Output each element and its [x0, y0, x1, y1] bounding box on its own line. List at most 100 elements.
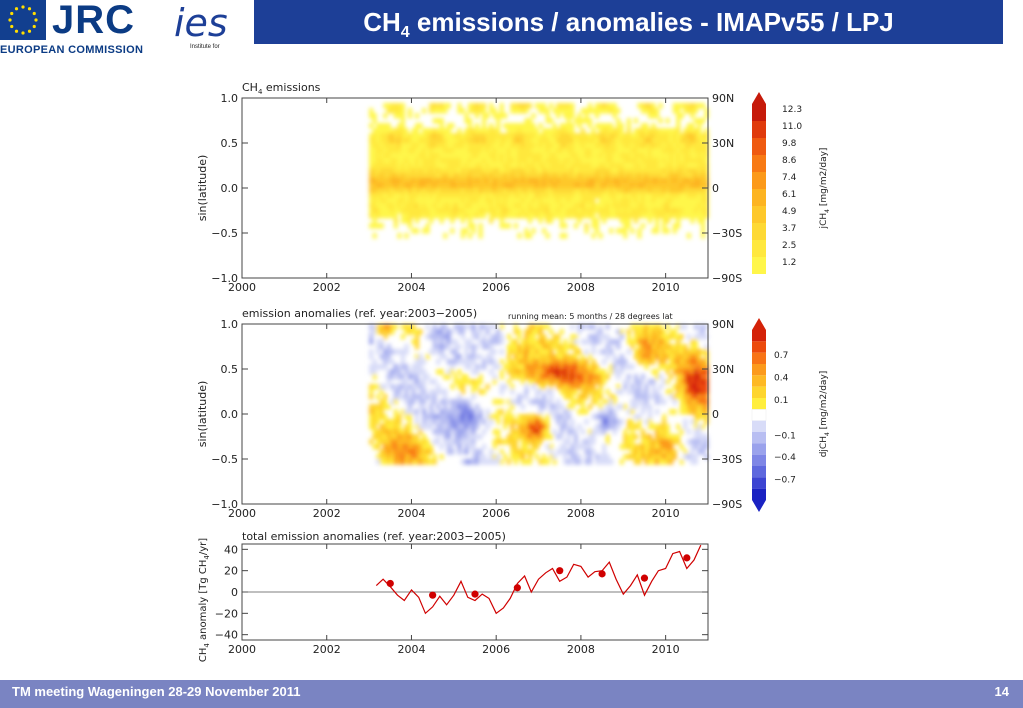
emission-cell	[563, 128, 568, 134]
emission-cell	[376, 173, 381, 179]
anomaly-cell	[422, 369, 427, 375]
emission-cell	[369, 178, 374, 184]
emission-cell	[422, 133, 427, 139]
emission-cell	[591, 208, 596, 214]
emission-cell	[397, 148, 402, 154]
emission-cell	[609, 198, 614, 204]
emission-cell	[460, 108, 466, 114]
anomaly-cell	[602, 334, 607, 340]
anomaly-cell	[633, 354, 638, 360]
emission-cell	[475, 153, 480, 159]
emission-cell	[662, 163, 667, 169]
anomaly-cell	[655, 324, 660, 330]
anomaly-cell	[584, 349, 589, 355]
anomaly-cell	[531, 419, 536, 425]
emission-cell	[450, 138, 455, 144]
emission-cell	[640, 143, 646, 149]
emission-cell	[580, 138, 586, 144]
anomaly-cell	[686, 454, 691, 460]
emission-cell	[429, 103, 434, 109]
anomaly-cell	[672, 399, 677, 405]
emission-cell	[556, 158, 561, 164]
anomaly-cell	[640, 454, 646, 460]
anomaly-cell	[524, 369, 529, 375]
anomaly-cell	[577, 349, 582, 355]
emission-cell	[453, 198, 458, 204]
anomaly-cell	[647, 459, 653, 465]
emission-cell	[475, 143, 480, 149]
anomaly-cell	[690, 419, 695, 425]
emission-cell	[676, 118, 681, 124]
anomaly-cell	[633, 334, 638, 340]
emission-cell	[478, 228, 483, 234]
emission-cell	[379, 198, 384, 204]
emission-cell	[573, 203, 578, 209]
emission-cell	[404, 203, 409, 209]
emission-cell	[686, 158, 691, 164]
anomaly-cell	[492, 339, 497, 345]
emission-cell	[552, 198, 557, 204]
emission-cell	[612, 108, 617, 114]
anomaly-cell	[393, 439, 398, 445]
emission-cell	[665, 198, 670, 204]
emission-cell	[439, 143, 444, 149]
emission-cell	[655, 108, 660, 114]
anomaly-cell	[549, 434, 554, 440]
anomaly-cell	[482, 389, 487, 395]
emission-cell	[679, 183, 684, 189]
anomaly-cell	[418, 359, 423, 365]
emission-cell	[556, 103, 561, 109]
emission-cell	[686, 148, 691, 154]
anomaly-cell	[475, 434, 480, 440]
emission-cell	[376, 133, 381, 139]
anomaly-cell	[647, 449, 653, 455]
anomaly-cell	[665, 324, 670, 330]
anomaly-cell	[492, 429, 497, 435]
emission-cell	[591, 148, 596, 154]
anomaly-cell	[570, 379, 575, 385]
emission-cell	[690, 128, 695, 134]
emission-cell	[669, 208, 674, 214]
anomaly-cell	[598, 389, 603, 395]
emission-cell	[623, 198, 628, 204]
emission-cell	[464, 128, 469, 134]
anomaly-cell	[584, 389, 589, 395]
emission-cell	[545, 118, 550, 124]
emission-cell	[453, 143, 458, 149]
emission-cell	[475, 138, 480, 144]
emission-cell	[520, 158, 526, 164]
anomaly-cell	[609, 364, 614, 370]
anomaly-cell	[379, 354, 384, 360]
anomaly-cell	[665, 389, 670, 395]
anomaly-cell	[655, 344, 660, 350]
anomaly-cell	[513, 339, 518, 345]
emission-cell	[436, 143, 441, 149]
anomaly-cell	[446, 424, 451, 430]
emission-cell	[524, 203, 529, 209]
emission-cell	[676, 168, 681, 174]
emission-cell	[436, 133, 441, 139]
anomaly-cell	[658, 444, 663, 450]
emission-cell	[693, 133, 699, 139]
cbar2-label-sub: 4	[824, 432, 831, 436]
emission-cell	[443, 193, 448, 199]
anomaly-cell	[379, 424, 384, 430]
anomaly-cell	[404, 409, 409, 415]
anomaly-cell	[665, 444, 670, 450]
emission-cell	[693, 178, 699, 184]
emission-cell	[369, 143, 374, 149]
emission-cell	[619, 218, 624, 224]
emission-cell	[587, 193, 593, 199]
emission-cell	[411, 193, 416, 199]
anomaly-cell	[475, 459, 480, 465]
emission-cell	[404, 198, 409, 204]
anomaly-cell	[686, 394, 691, 400]
emission-cell	[397, 183, 402, 189]
emission-cell	[637, 153, 642, 159]
emission-cell	[464, 173, 469, 179]
emission-cell	[492, 208, 497, 214]
emission-cell	[580, 203, 586, 209]
anomaly-cell	[503, 384, 508, 390]
anomaly-cell	[598, 329, 603, 335]
anomaly-cell	[457, 344, 462, 350]
